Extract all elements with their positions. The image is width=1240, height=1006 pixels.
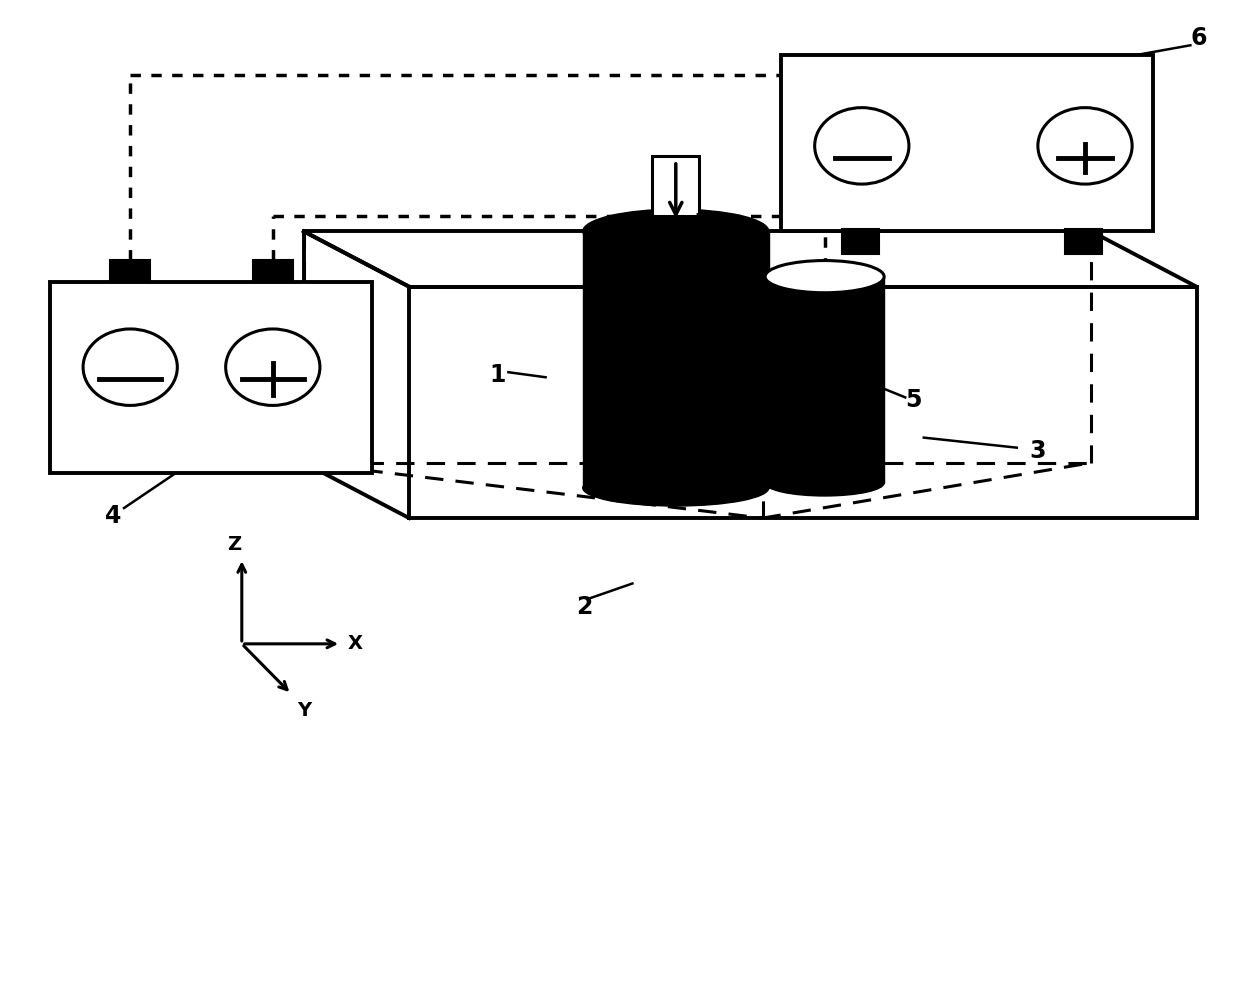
Ellipse shape [583,470,769,506]
Circle shape [815,108,909,184]
Bar [652,156,699,216]
Bar [781,55,1153,231]
Bar [842,229,879,254]
Text: 3: 3 [1029,439,1045,463]
Text: 5: 5 [905,388,921,412]
Text: 4: 4 [105,504,122,528]
Text: X: X [347,634,362,653]
Polygon shape [583,231,769,488]
Ellipse shape [765,470,884,496]
Circle shape [83,329,177,405]
Bar [1065,229,1102,254]
Text: 2: 2 [577,595,593,619]
Polygon shape [765,277,884,483]
Text: Y: Y [298,701,311,720]
Bar [110,260,150,282]
Text: 7: 7 [694,212,711,236]
Ellipse shape [583,209,769,254]
Bar [800,448,849,488]
Ellipse shape [765,261,884,293]
Circle shape [226,329,320,405]
Circle shape [1038,108,1132,184]
Bar [50,282,372,473]
Text: 6: 6 [1190,26,1207,50]
Text: Z: Z [227,535,241,554]
Text: 1: 1 [490,363,506,387]
Bar [253,260,293,282]
